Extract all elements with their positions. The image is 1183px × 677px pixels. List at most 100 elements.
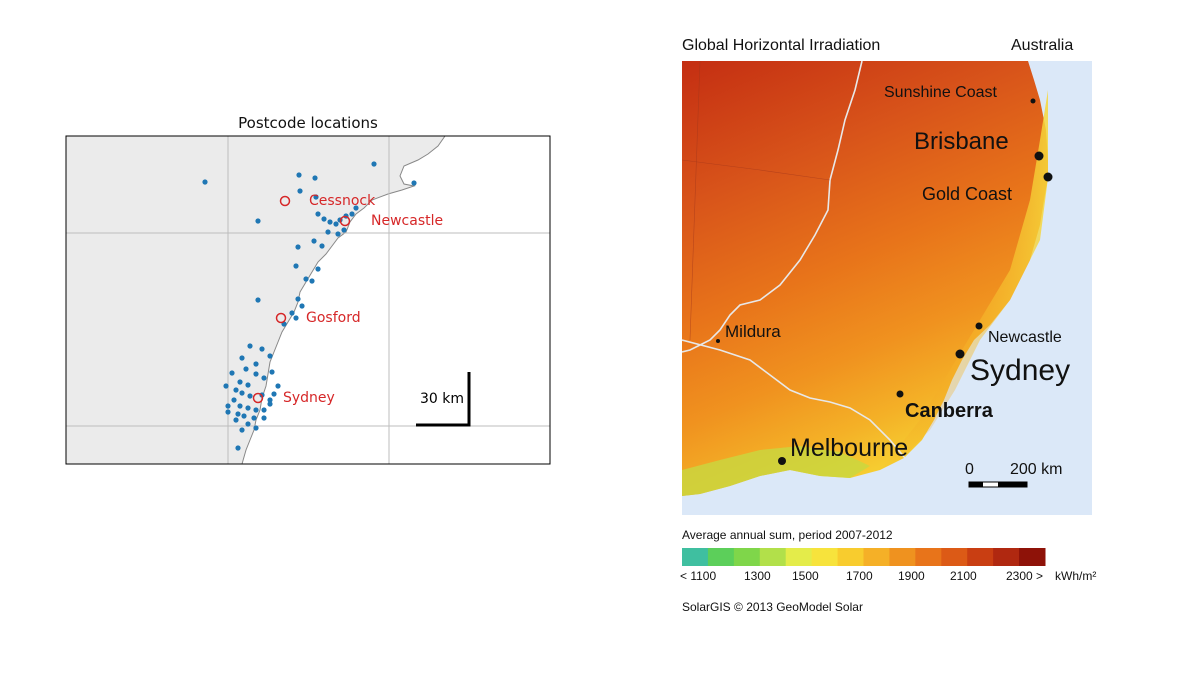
postcode-point [325,229,331,235]
postcode-map-panel: Postcode locations Cessnock Newcastle Go… [65,114,551,465]
legend-title: Average annual sum, period 2007-2012 [682,528,893,542]
city-dot-melbourne [778,457,786,465]
postcode-point [299,303,305,309]
town-marker-cessnock [279,195,291,207]
legend-swatch [811,548,839,566]
city-label-newcastle: Newcastle [988,329,1062,346]
postcode-point [312,175,318,181]
legend-swatch [863,548,890,566]
longitude-line [689,61,701,341]
state-border-nsw-vic [682,339,906,459]
postcode-point [319,243,325,249]
postcode-point [225,403,231,409]
city-dot-gold-coast [1043,172,1053,182]
legend-tick: 2100 [950,569,977,583]
postcode-point [309,278,315,284]
postcode-point [255,297,261,303]
postcode-point [371,161,377,167]
legend-swatch [707,548,735,566]
credit-text: SolarGIS © 2013 GeoModel Solar [682,600,863,614]
postcode-point [267,353,273,359]
legend-swatch [682,548,709,566]
postcode-point [267,401,273,407]
city-label-sydney: Sydney [970,354,1070,387]
postcode-point [293,315,299,321]
town-label-newcastle: Newcastle [371,213,443,229]
postcode-point [241,413,247,419]
legend-swatch [889,548,916,566]
legend-unit: kWh/m² [1055,569,1097,583]
legend-swatch [915,548,942,566]
legend-swatch [733,548,761,566]
postcode-point [233,387,239,393]
scale-bar-km: 0 200 km [965,461,1062,488]
postcode-map: Cessnock Newcastle Gosford Sydney 30 km [65,135,551,465]
legend-swatch [837,548,864,566]
postcode-point [202,179,208,185]
postcode-point [293,263,299,269]
legend-tick: 1300 [744,569,771,583]
postcode-point [223,383,229,389]
postcode-point [231,397,237,403]
legend-swatch [993,548,1020,566]
postcode-point [247,393,253,399]
postcode-point [253,361,259,367]
legend-tick: < 1100 [680,569,717,583]
city-label-sunshine-coast: Sunshine Coast [884,84,998,101]
legend-swatch [785,548,813,566]
region-label: Australia [1011,37,1074,54]
postcode-point [251,415,257,421]
postcode-point [267,397,273,403]
city-label-melbourne: Melbourne [790,434,908,462]
postcode-point [335,231,341,237]
city-dot-newcastle [975,322,983,330]
town-label-sydney: Sydney [283,390,335,406]
legend-color-bar [682,548,1046,566]
postcode-point [261,407,267,413]
postcode-point [235,411,241,417]
postcode-point [341,227,347,233]
postcode-point [253,425,259,431]
postcode-point [295,296,301,302]
postcode-point [321,216,327,222]
town-marker-gosford [275,312,287,324]
postcode-point [311,238,317,244]
postcode-point [315,211,321,217]
southern-green-band [682,446,870,496]
left-map-title: Postcode locations [238,114,378,132]
postcode-point [327,219,333,225]
postcode-point [247,343,253,349]
postcode-point [225,409,231,415]
city-dot-canberra [896,390,904,398]
legend-tick-labels: < 1100 1300 1500 1700 1900 2100 2300 > k… [680,569,1100,585]
town-marker-newcastle [339,215,351,227]
postcode-point [253,371,259,377]
postcode-point [229,370,235,376]
postcode-point [243,366,249,372]
city-dot-mildura [716,339,720,343]
legend-tick: 1900 [898,569,925,583]
postcode-point [315,266,321,272]
land-irradiation [682,61,1048,496]
postcode-points [202,161,417,451]
postcode-point [297,188,303,194]
irradiation-title: Global Horizontal Irradiation [682,37,881,54]
postcode-point [349,211,355,217]
postcode-point [303,276,309,282]
postcode-point [333,221,339,227]
town-label-gosford: Gosford [306,310,361,326]
postcode-point [269,369,275,375]
postcode-point [275,383,281,389]
city-label-mildura: Mildura [725,322,781,341]
postcode-point [245,405,251,411]
postcode-point [271,391,277,397]
postcode-point [239,427,245,433]
postcode-point [237,403,243,409]
postcode-point [313,194,319,200]
postcode-point [295,244,301,250]
scale-label-end: 200 km [1010,461,1062,478]
town-marker-sydney [252,392,264,404]
city-label-canberra: Canberra [905,400,994,422]
legend-swatch [1019,548,1046,566]
postcode-point [296,172,302,178]
